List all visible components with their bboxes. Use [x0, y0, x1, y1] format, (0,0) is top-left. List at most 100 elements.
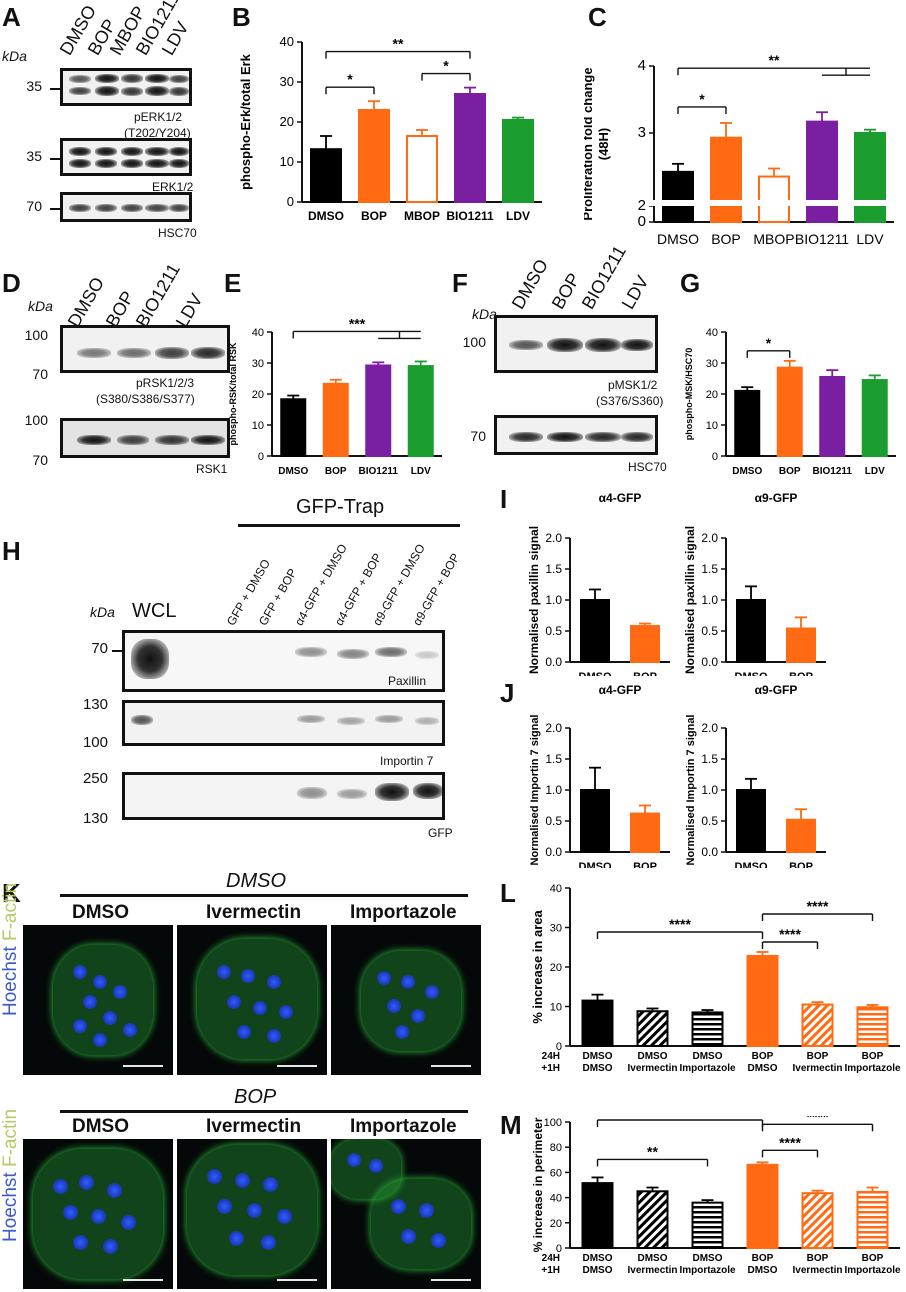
- y-tick-label: 0.0: [701, 655, 718, 669]
- x-tick-label: DMSO: [638, 1253, 668, 1264]
- blot-strip-gfp: [122, 772, 445, 820]
- y-tick-label: 30: [550, 923, 562, 935]
- bar: [358, 109, 390, 203]
- bar: [580, 789, 610, 853]
- y-axis-label: Normalised paxillin signal: [683, 526, 697, 674]
- blot-strip-rsk1: [60, 418, 230, 458]
- y-tick-label: 0.5: [701, 624, 718, 638]
- panel-label-c: C: [588, 2, 607, 32]
- bar: [636, 1010, 669, 1048]
- bar: [580, 599, 610, 663]
- y-tick-label: 30: [252, 358, 264, 370]
- x-tick-label: MBOP: [404, 209, 440, 223]
- bar: [746, 1163, 779, 1250]
- mw-marker: 100: [82, 734, 108, 751]
- chart-title: α4-GFP: [599, 683, 642, 697]
- panel-label-e: E: [224, 268, 242, 298]
- kda-label: kDa: [90, 604, 115, 620]
- y-tick-label: 10: [550, 1002, 562, 1014]
- y-tick-label: 20: [280, 114, 294, 129]
- blot-caption: pERK1/2: [134, 110, 183, 124]
- bar: [786, 818, 816, 853]
- blot-caption: Importin 7: [380, 754, 434, 768]
- significance-label: ***: [349, 318, 366, 331]
- bar: [861, 379, 888, 457]
- bar: [322, 382, 349, 457]
- y-tick-label: 1.0: [701, 593, 718, 607]
- x-tick-label: DMSO: [657, 231, 699, 247]
- y-tick-label: 2.0: [701, 531, 718, 545]
- x-tick-label: Ivermectin: [627, 1265, 677, 1276]
- x-tick-label: DMSO: [693, 1051, 723, 1062]
- bar: [630, 625, 660, 663]
- y-tick-label: 40: [550, 883, 562, 895]
- blot-strip-perk: [60, 68, 192, 106]
- y-tick-label: 20: [252, 389, 264, 401]
- x-tick-label: BOP: [711, 231, 741, 247]
- y-axis-label: Normalised paxillin signal: [527, 526, 541, 674]
- significance-label: ****: [779, 926, 801, 942]
- y-tick-label: 0: [638, 213, 646, 230]
- y-tick-label: 1.5: [701, 752, 718, 766]
- bar: [854, 132, 886, 223]
- bar: [776, 366, 803, 457]
- x-tick-label: DMSO: [583, 1063, 613, 1074]
- significance-label: ****: [807, 898, 829, 914]
- micrograph: [22, 1138, 174, 1290]
- axis-break: [648, 200, 658, 206]
- x-tick-label: BOP: [633, 671, 657, 676]
- x-tick-label: MBOP: [753, 231, 794, 247]
- y-tick-label: 1.0: [545, 593, 562, 607]
- x-tick-label: LDV: [506, 209, 530, 223]
- y-tick-label: 0: [556, 1243, 562, 1255]
- bar: [406, 135, 438, 203]
- row-label: 24H: [542, 1051, 560, 1062]
- lane-label: BOP: [547, 269, 585, 313]
- micrograph: [22, 924, 174, 1076]
- x-tick-label: Ivermectin: [792, 1063, 842, 1074]
- x-tick-label: BOP: [752, 1051, 774, 1062]
- blot-strip-hsc70-f: [494, 415, 658, 455]
- y-tick-label: 2: [638, 197, 646, 214]
- chart-title: α4-GFP: [599, 491, 642, 505]
- y-axis-label: (48H): [596, 128, 611, 161]
- mw-marker: 70: [32, 366, 48, 382]
- y-tick-label: 40: [252, 327, 264, 339]
- micrograph: [330, 1138, 482, 1290]
- significance-label: ****: [807, 1116, 829, 1124]
- y-tick-label: 100: [544, 1117, 562, 1129]
- chart-title: α9-GFP: [755, 683, 798, 697]
- y-tick-label: 0.0: [545, 655, 562, 669]
- x-tick-label: BOP: [325, 466, 347, 477]
- column-label: Importazole: [350, 902, 457, 923]
- panel-label-m: M: [500, 1110, 522, 1140]
- gfp-trap-bracket: [238, 524, 460, 527]
- bar: [801, 1003, 834, 1047]
- blot-caption: (S380/S386/S377): [96, 392, 195, 406]
- panel-label-b: B: [232, 2, 251, 32]
- x-tick-label: DMSO: [308, 209, 344, 223]
- bar: [734, 389, 761, 457]
- blot-caption: (T202/Y204): [124, 126, 191, 140]
- chart-c: 02 3 4 Proliferation fold change(48H) DMSO BO…: [584, 52, 894, 247]
- y-tick-label: 2.0: [545, 531, 562, 545]
- y-tick-label: 20: [550, 1218, 562, 1230]
- x-tick-label: BOP: [752, 1253, 774, 1264]
- panel-label-d: D: [2, 268, 21, 298]
- panel-label-f: F: [452, 268, 468, 298]
- mw-marker: 100: [24, 327, 48, 343]
- bar: [856, 1006, 889, 1047]
- panel-label-g: G: [680, 268, 701, 298]
- axis-break: [853, 200, 887, 206]
- mw-marker: 250: [82, 770, 108, 787]
- panel-label-l: L: [500, 878, 516, 908]
- significance-label: *: [699, 91, 705, 107]
- axis-break: [805, 200, 839, 206]
- y-tick-label: 10: [252, 420, 264, 432]
- blot-strip-erk: [60, 138, 192, 176]
- x-tick-label: Importazole: [844, 1265, 901, 1276]
- y-tick-label: 3: [638, 124, 646, 141]
- significance-label: ****: [669, 916, 691, 932]
- blot-strip-paxillin: [122, 630, 445, 692]
- kda-label: kDa: [472, 306, 497, 322]
